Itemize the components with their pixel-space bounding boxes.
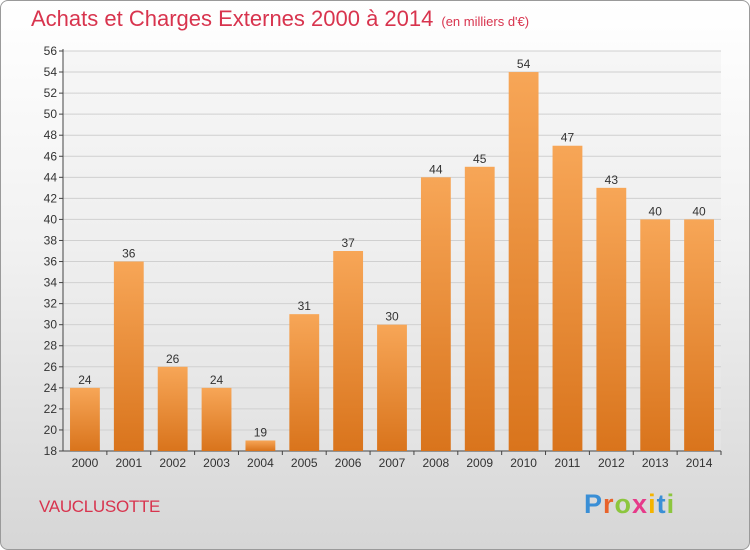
x-tick-label: 2003 [203, 456, 230, 470]
x-tick-label: 2001 [115, 456, 142, 470]
bar-2003 [201, 387, 232, 451]
y-tick-label: 36 [44, 255, 58, 269]
bar-2014 [684, 219, 714, 451]
x-tick-label: 2002 [159, 456, 186, 470]
bar-2004 [245, 440, 276, 451]
y-tick-label: 24 [44, 381, 58, 395]
x-tick-label: 2014 [686, 456, 713, 470]
bar-value-label: 24 [210, 373, 224, 387]
chart-title: Achats et Charges Externes 2000 à 2014 (e… [31, 6, 529, 32]
bar-value-label: 37 [341, 236, 355, 250]
logo-letter: t [656, 489, 667, 519]
bar-value-label: 54 [517, 57, 531, 71]
y-tick-label: 20 [44, 423, 58, 437]
bar-2013 [640, 219, 671, 451]
chart-subtitle: (en milliers d'€) [441, 14, 530, 29]
y-tick-label: 38 [44, 233, 58, 247]
bar-value-label: 40 [649, 204, 663, 218]
y-tick-label: 42 [44, 191, 58, 205]
x-tick-label: 2010 [510, 456, 537, 470]
logo-letter: o [614, 489, 633, 519]
y-tick-label: 32 [44, 297, 58, 311]
bar-2008 [420, 177, 451, 451]
proxiti-logo: Proxiti [584, 489, 675, 520]
bar-value-label: 43 [605, 173, 619, 187]
x-tick-label: 2004 [247, 456, 274, 470]
x-tick-label: 2006 [335, 456, 362, 470]
bar-2011 [552, 145, 583, 451]
bar-value-label: 31 [298, 299, 312, 313]
y-tick-label: 22 [44, 402, 58, 416]
x-tick-label: 2013 [642, 456, 669, 470]
x-tick-label: 2009 [466, 456, 493, 470]
y-tick-label: 28 [44, 339, 58, 353]
bar-value-label: 30 [385, 310, 399, 324]
bar-2007 [377, 324, 407, 451]
bar-value-label: 19 [254, 425, 268, 439]
x-tick-label: 2012 [598, 456, 625, 470]
y-tick-label: 48 [44, 128, 58, 142]
bar-2006 [333, 251, 364, 451]
bar-value-label: 26 [166, 352, 180, 366]
x-tick-label: 2011 [555, 456, 581, 470]
bar-value-label: 40 [692, 204, 706, 218]
y-tick-label: 56 [44, 44, 58, 58]
logo-letter: i [666, 489, 676, 519]
bar-value-label: 36 [122, 247, 136, 261]
logo-letter: P [584, 489, 604, 519]
bar-2000 [70, 387, 100, 451]
bar-2005 [289, 314, 320, 451]
bar-2010 [508, 72, 539, 451]
bar-2012 [596, 187, 627, 451]
y-tick-label: 46 [44, 149, 58, 163]
y-tick-label: 40 [44, 212, 58, 226]
y-tick-label: 52 [44, 86, 58, 100]
y-tick-label: 54 [44, 65, 58, 79]
logo-letter: i [648, 489, 657, 519]
y-tick-label: 34 [44, 276, 58, 290]
bar-2002 [157, 366, 188, 451]
y-tick-label: 50 [44, 107, 58, 121]
y-tick-label: 30 [44, 318, 58, 332]
bar-value-label: 45 [473, 152, 487, 166]
x-tick-label: 2005 [291, 456, 318, 470]
y-tick-label: 26 [44, 360, 58, 374]
bar-2009 [464, 166, 495, 451]
y-tick-label: 18 [44, 444, 58, 458]
bar-value-label: 47 [561, 131, 575, 145]
x-tick-label: 2000 [72, 456, 99, 470]
bar-value-label: 44 [429, 162, 443, 176]
chart-title-text: Achats et Charges Externes 2000 à 2014 [31, 6, 434, 31]
y-tick-label: 44 [44, 170, 58, 184]
bar-2001 [113, 261, 144, 451]
x-tick-label: 2008 [423, 456, 450, 470]
bar-value-label: 24 [78, 373, 92, 387]
location-label: VAUCLUSOTTE [39, 497, 161, 516]
x-tick-label: 2007 [379, 456, 406, 470]
logo-letter: x [632, 489, 649, 519]
logo-letter: r [603, 489, 615, 519]
